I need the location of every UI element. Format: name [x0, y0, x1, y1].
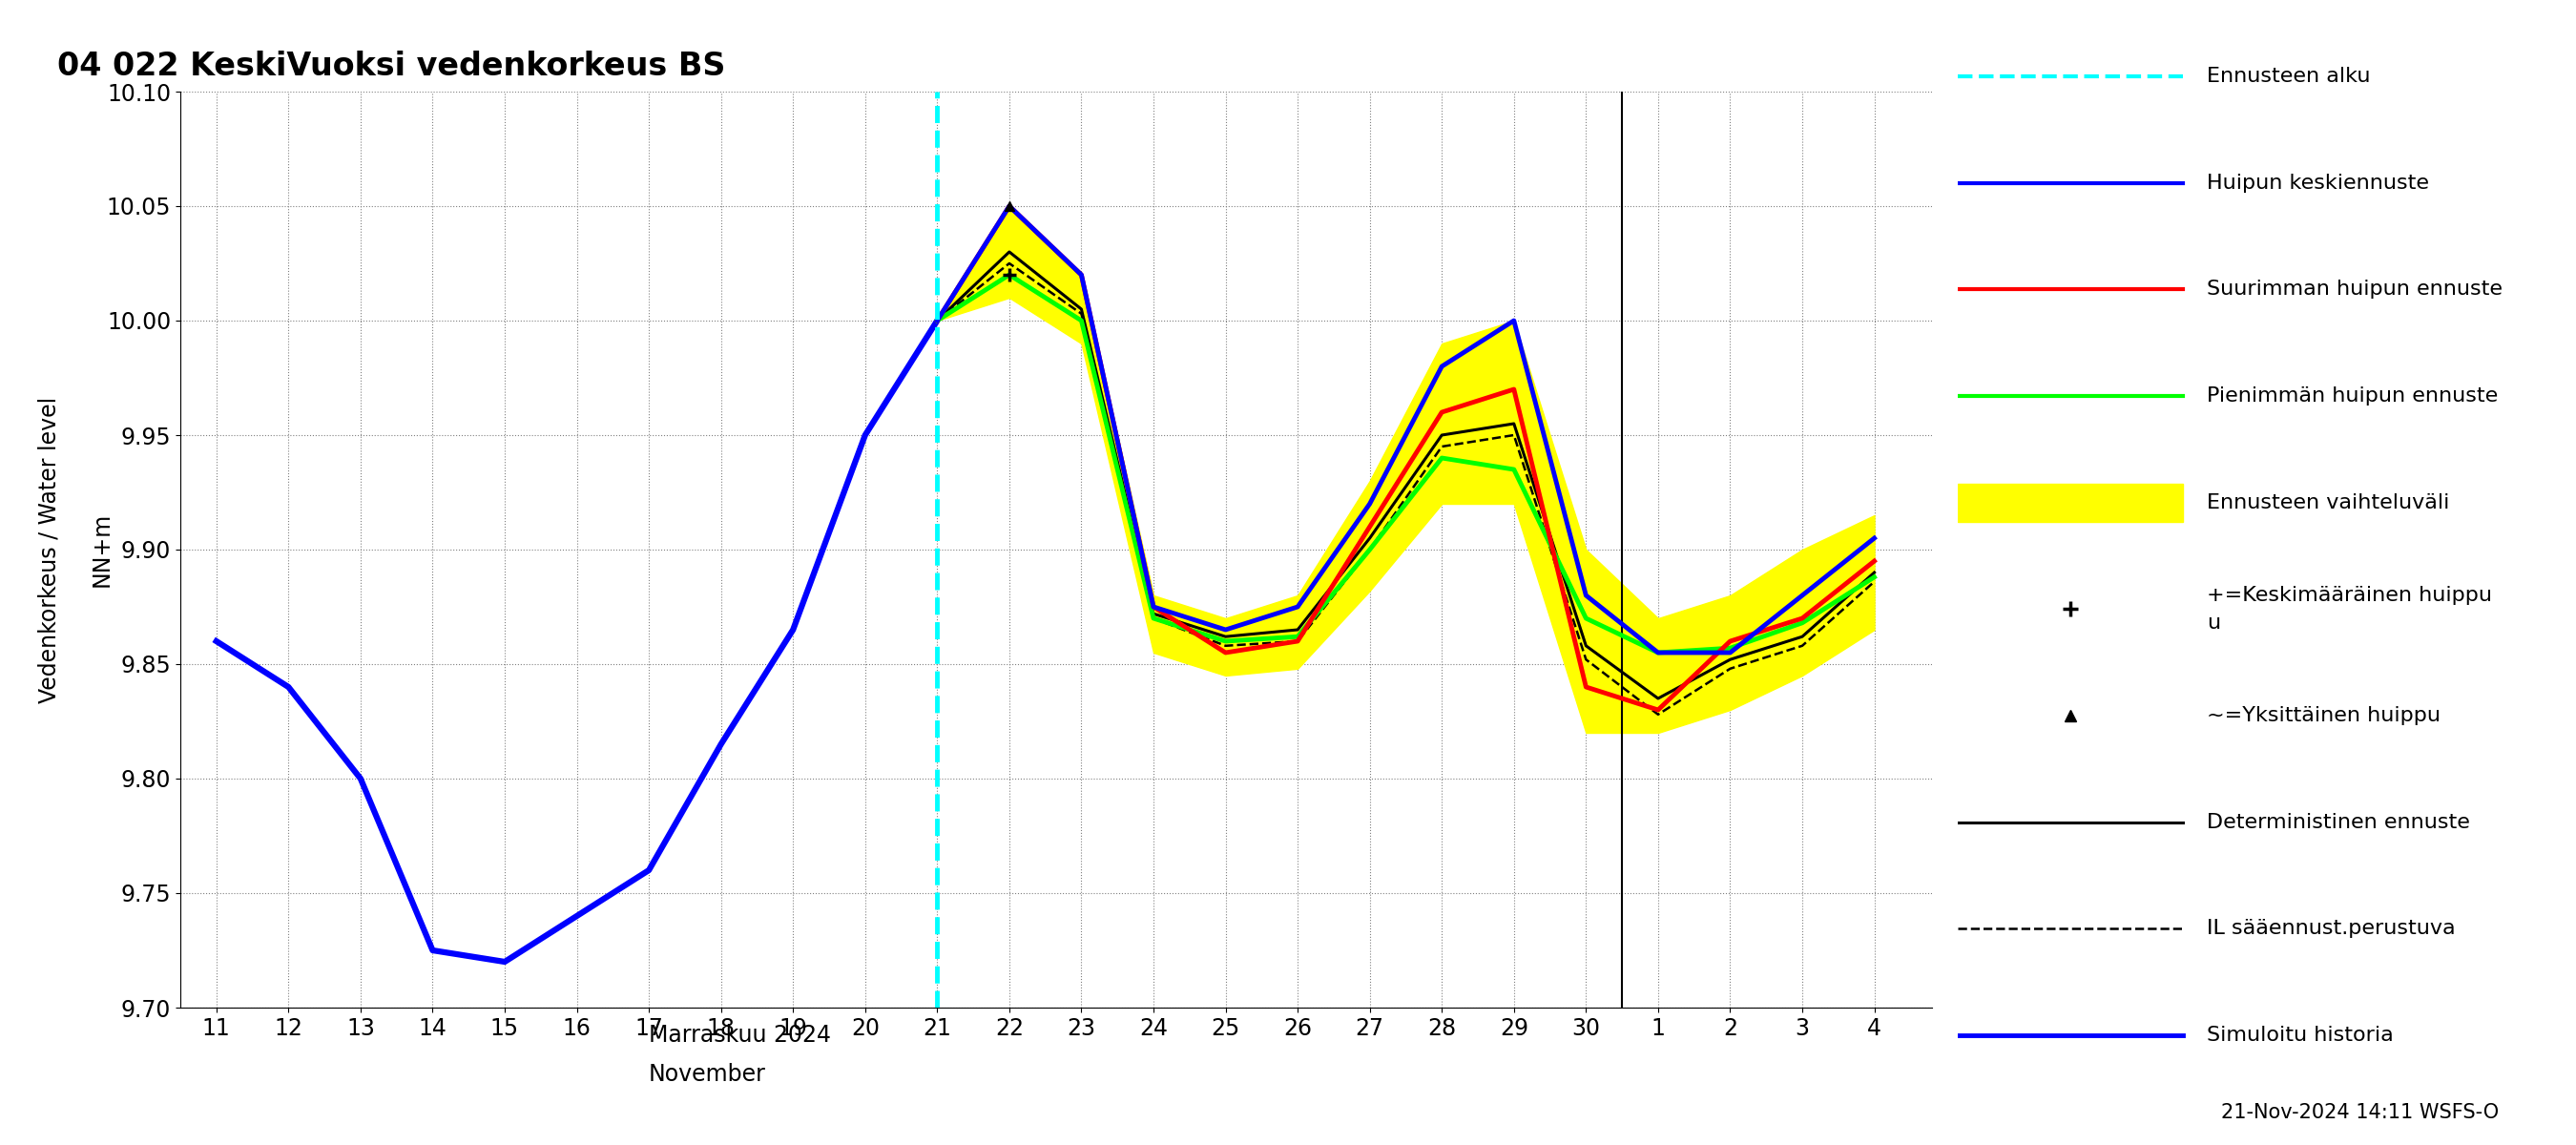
Text: Pienimmän huipun ennuste: Pienimmän huipun ennuste	[2208, 387, 2499, 405]
Text: 04 022 KeskiVuoksi vedenkorkeus BS: 04 022 KeskiVuoksi vedenkorkeus BS	[57, 50, 726, 82]
Text: u: u	[2208, 614, 2221, 632]
Text: November: November	[649, 1063, 765, 1085]
Text: Vedenkorkeus / Water level: Vedenkorkeus / Water level	[39, 396, 59, 703]
Text: Simuloitu historia: Simuloitu historia	[2208, 1026, 2393, 1044]
Text: ~=Yksittäinen huippu: ~=Yksittäinen huippu	[2208, 706, 2439, 725]
Text: Ennusteen vaihteluväli: Ennusteen vaihteluväli	[2208, 493, 2450, 512]
FancyBboxPatch shape	[1958, 483, 2182, 521]
Text: 21-Nov-2024 14:11 WSFS-O: 21-Nov-2024 14:11 WSFS-O	[2221, 1103, 2499, 1122]
Text: Marraskuu 2024: Marraskuu 2024	[649, 1024, 832, 1047]
Text: Deterministinen ennuste: Deterministinen ennuste	[2208, 813, 2470, 831]
Text: Huipun keskiennuste: Huipun keskiennuste	[2208, 173, 2429, 192]
Text: Ennusteen alku: Ennusteen alku	[2208, 66, 2370, 86]
Text: +=Keskimääräinen huippu: +=Keskimääräinen huippu	[2208, 586, 2491, 605]
Text: NN+m: NN+m	[90, 512, 113, 587]
Text: IL sääennust.perustuva: IL sääennust.perustuva	[2208, 919, 2455, 938]
Text: Suurimman huipun ennuste: Suurimman huipun ennuste	[2208, 281, 2501, 299]
